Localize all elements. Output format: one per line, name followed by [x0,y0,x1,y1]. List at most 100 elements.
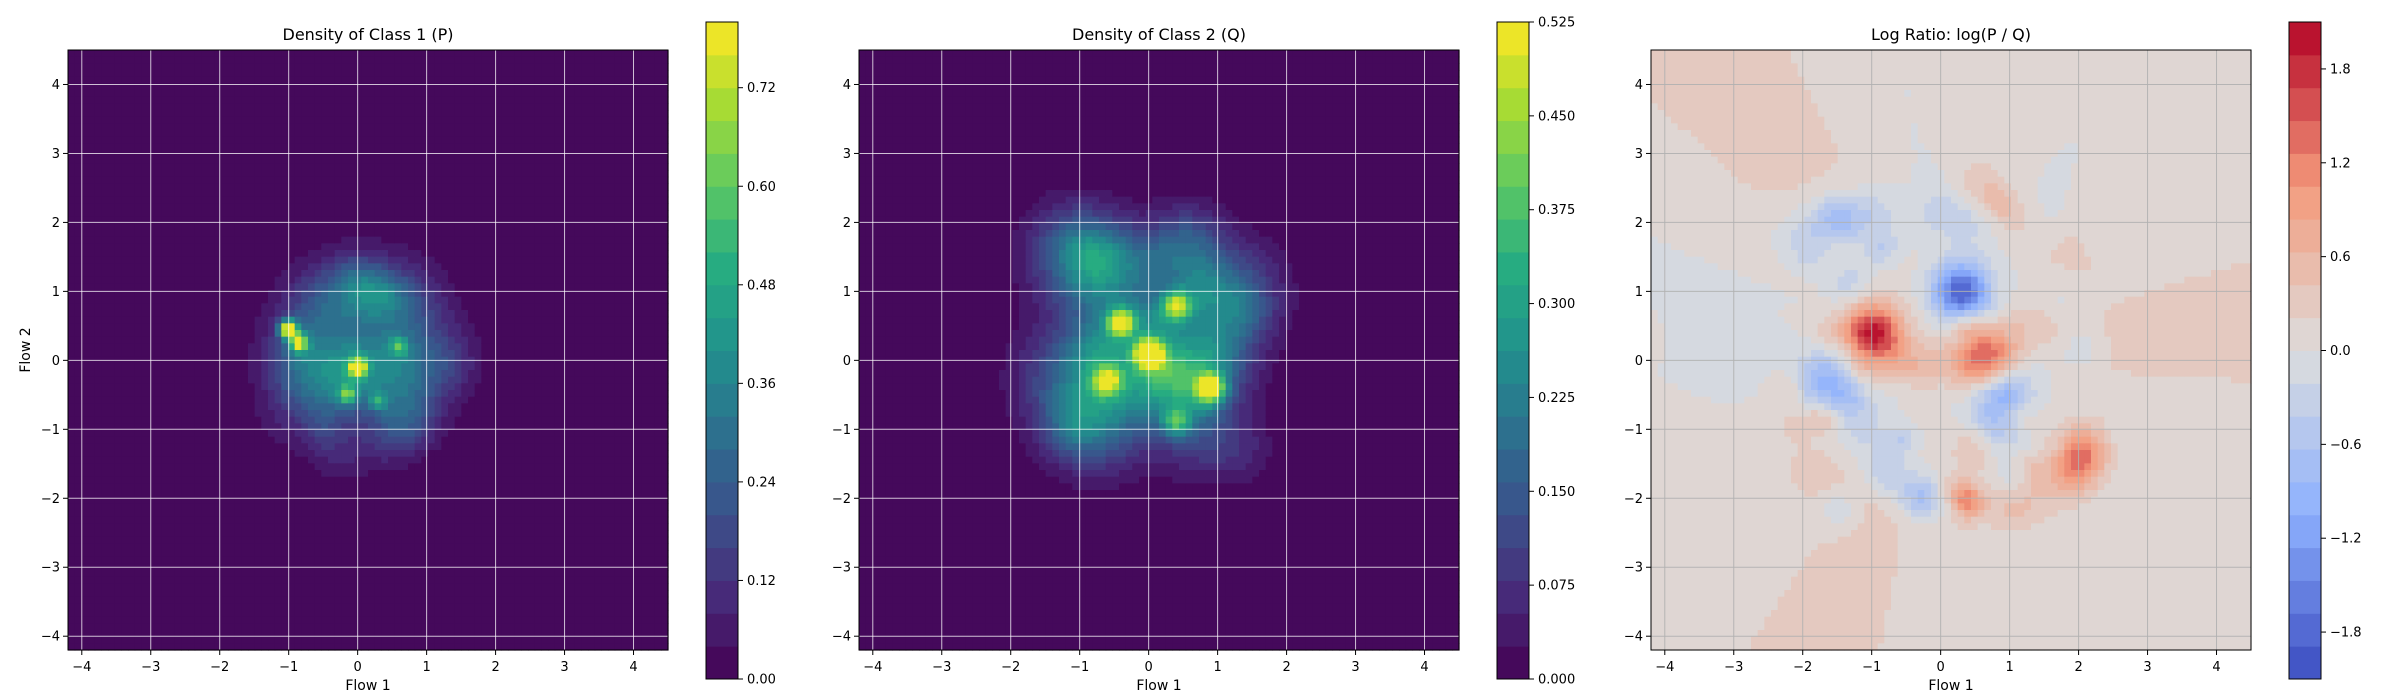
heatmap-cell [235,443,242,450]
heatmap-cell [261,377,268,384]
heatmap-cell [155,277,162,284]
heatmap-cell [275,610,282,617]
heatmap-cell [108,317,115,324]
heatmap-cell [101,90,108,97]
heatmap-cell [355,557,362,564]
heatmap-cell [355,177,362,184]
heatmap-cell [241,317,248,324]
heatmap-cell [101,183,108,190]
heatmap-cell [321,377,328,384]
heatmap-cell [381,517,388,524]
heatmap-cell [181,363,188,370]
heatmap-cell [275,503,282,510]
heatmap-cell [175,163,182,170]
heatmap-cell [141,397,148,404]
heatmap-cell [81,103,88,110]
heatmap-cell [208,363,215,370]
heatmap-cell [248,223,255,230]
heatmap-cell [121,497,128,504]
heatmap-cell [161,77,168,84]
heatmap-cell [261,370,268,377]
heatmap-cell [395,237,402,244]
heatmap-cell [228,123,235,130]
heatmap-cell [108,123,115,130]
heatmap-cell [395,437,402,444]
heatmap-cell [368,283,375,290]
heatmap-cell [428,310,435,317]
heatmap-cell [248,577,255,584]
heatmap-cell [195,63,202,70]
heatmap-cell [248,417,255,424]
heatmap-cell [275,397,282,404]
heatmap-cell [188,163,195,170]
heatmap-cell [181,343,188,350]
heatmap-cell [375,503,382,510]
heatmap-cell [308,403,315,410]
heatmap-cell [141,323,148,330]
heatmap-cell [215,317,222,324]
heatmap-cell [115,637,122,644]
heatmap-cell [135,503,142,510]
heatmap-cell [381,543,388,550]
heatmap-cell [75,243,82,250]
heatmap-cell [228,337,235,344]
heatmap-cell [368,590,375,597]
heatmap-cell [395,510,402,517]
heatmap-cell [155,637,162,644]
heatmap-cell [255,417,262,424]
heatmap-cell [168,203,175,210]
heatmap-cell [275,590,282,597]
heatmap-cell [75,310,82,317]
heatmap-cell [228,210,235,217]
heatmap-cell [181,77,188,84]
heatmap-cell [375,343,382,350]
heatmap-cell [141,503,148,510]
heatmap-cell [281,323,288,330]
heatmap-cell [75,97,82,104]
heatmap-cell [408,463,415,470]
heatmap-cell [221,203,228,210]
heatmap-cell [81,170,88,177]
heatmap-cell [355,463,362,470]
heatmap-cell [235,477,242,484]
heatmap-cell [368,537,375,544]
heatmap-cell [361,530,368,537]
heatmap-cell [215,183,222,190]
heatmap-cell [428,183,435,190]
heatmap-cell [228,637,235,644]
heatmap-cell [148,397,155,404]
heatmap-cell [128,430,135,437]
heatmap-cell [301,203,308,210]
heatmap-cell [395,177,402,184]
heatmap-cell [108,523,115,530]
heatmap-cell [88,443,95,450]
heatmap-cell [161,323,168,330]
heatmap-cell [101,510,108,517]
heatmap-cell [341,230,348,237]
heatmap-cell [195,470,202,477]
heatmap-cell [335,623,342,630]
heatmap-cell [161,443,168,450]
heatmap-cell [201,177,208,184]
heatmap-cell [135,603,142,610]
heatmap-cell [215,110,222,117]
heatmap-cell [241,323,248,330]
heatmap-cell [301,470,308,477]
heatmap-cell [421,90,428,97]
heatmap-cell [141,370,148,377]
heatmap-cell [321,477,328,484]
heatmap-cell [428,350,435,357]
heatmap-cell [75,257,82,264]
heatmap-cell [68,557,75,564]
heatmap-cell [88,63,95,70]
heatmap-cell [368,243,375,250]
heatmap-cell [328,450,335,457]
heatmap-cell [268,397,275,404]
heatmap-cell [108,390,115,397]
heatmap-cell [81,257,88,264]
heatmap-cell [175,77,182,84]
heatmap-cell [108,97,115,104]
heatmap-cell [395,410,402,417]
heatmap-cell [275,223,282,230]
heatmap-cell [315,583,322,590]
